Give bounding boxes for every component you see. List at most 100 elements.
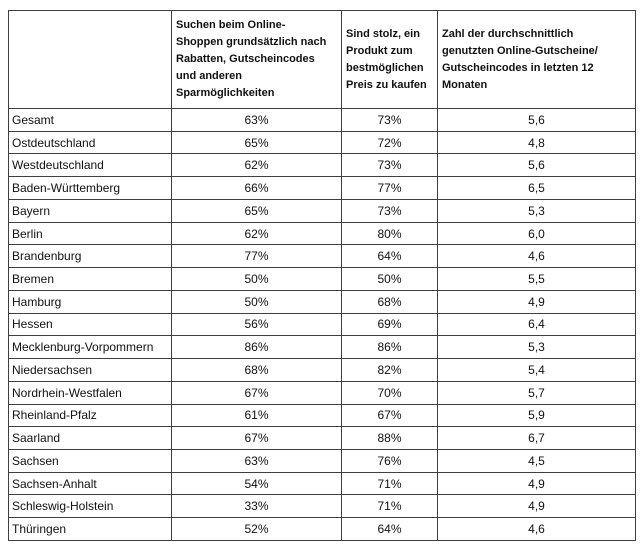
table-row: Bremen 50% 50% 5,5 <box>8 267 636 291</box>
proud-best-price-cell: 73% <box>341 108 438 132</box>
avg-coupons-cell: 4,6 <box>437 244 636 269</box>
table-row: Berlin 62% 80% 6,0 <box>8 221 636 246</box>
avg-coupons-cell: 6,4 <box>437 312 636 337</box>
avg-coupons-cell: 4,8 <box>437 130 636 155</box>
search-discounts-cell: 86% <box>171 335 342 360</box>
search-discounts-cell: 67% <box>171 380 342 405</box>
header-region <box>8 10 172 109</box>
search-discounts-cell: 77% <box>171 244 342 269</box>
proud-best-price-cell: 77% <box>341 176 438 200</box>
search-discounts-cell: 62% <box>171 153 342 178</box>
table-row: Sachsen-Anhalt 54% 71% 4,9 <box>8 471 636 496</box>
search-discounts-cell: 56% <box>171 312 342 337</box>
region-cell: Hamburg <box>8 289 172 314</box>
table-row: Nordrhein-Westfalen 67% 70% 5,7 <box>8 380 636 405</box>
table-row: Schleswig-Holstein 33% 71% 4,9 <box>8 494 636 519</box>
region-cell: Thüringen <box>8 517 172 541</box>
avg-coupons-cell: 4,5 <box>437 449 636 473</box>
avg-coupons-cell: 6,0 <box>437 221 636 246</box>
region-cell: Ostdeutschland <box>8 130 172 155</box>
proud-best-price-cell: 50% <box>341 267 438 291</box>
region-cell: Bremen <box>8 267 172 291</box>
proud-best-price-cell: 72% <box>341 130 438 155</box>
search-discounts-cell: 62% <box>171 221 342 246</box>
proud-best-price-cell: 69% <box>341 312 438 337</box>
header-proud-best-price: Sind stolz, ein Produkt zum bestmögliche… <box>341 10 438 109</box>
proud-best-price-cell: 82% <box>341 358 438 382</box>
region-cell: Mecklenburg-Vorpommern <box>8 335 172 360</box>
table-row: Saarland 67% 88% 6,7 <box>8 426 636 451</box>
region-cell: Baden-Württemberg <box>8 176 172 200</box>
statistics-table-container: Suchen beim Online- Shoppen grundsätzlic… <box>8 10 636 541</box>
search-discounts-cell: 67% <box>171 426 342 451</box>
region-cell: Saarland <box>8 426 172 451</box>
proud-best-price-cell: 64% <box>341 244 438 269</box>
header-search-discounts: Suchen beim Online- Shoppen grundsätzlic… <box>171 10 342 109</box>
proud-best-price-cell: 73% <box>341 153 438 178</box>
table-row: Hamburg 50% 68% 4,9 <box>8 289 636 314</box>
avg-coupons-cell: 5,3 <box>437 335 636 360</box>
search-discounts-cell: 50% <box>171 267 342 291</box>
table-row: Niedersachsen 68% 82% 5,4 <box>8 358 636 382</box>
table-row: Ostdeutschland 65% 72% 4,8 <box>8 130 636 155</box>
table-row: Bayern 65% 73% 5,3 <box>8 198 636 223</box>
region-cell: Bayern <box>8 198 172 223</box>
table-row: Gesamt 63% 73% 5,6 <box>8 108 636 132</box>
table-body: Gesamt 63% 73% 5,6 Ostdeutschland 65% 72… <box>8 108 636 541</box>
avg-coupons-cell: 5,9 <box>437 403 636 428</box>
table-row: Thüringen 52% 64% 4,6 <box>8 517 636 541</box>
avg-coupons-cell: 4,9 <box>437 494 636 519</box>
search-discounts-cell: 52% <box>171 517 342 541</box>
proud-best-price-cell: 88% <box>341 426 438 451</box>
avg-coupons-cell: 6,5 <box>437 176 636 200</box>
proud-best-price-cell: 67% <box>341 403 438 428</box>
avg-coupons-cell: 6,7 <box>437 426 636 451</box>
region-cell: Schleswig-Holstein <box>8 494 172 519</box>
header-avg-coupons-used: Zahl der durchschnittlich genutzten Onli… <box>437 10 636 109</box>
avg-coupons-cell: 5,5 <box>437 267 636 291</box>
table-header: Suchen beim Online- Shoppen grundsätzlic… <box>8 10 636 109</box>
search-discounts-cell: 65% <box>171 198 342 223</box>
region-cell: Niedersachsen <box>8 358 172 382</box>
avg-coupons-cell: 5,4 <box>437 358 636 382</box>
search-discounts-cell: 33% <box>171 494 342 519</box>
table-row: Hessen 56% 69% 6,4 <box>8 312 636 337</box>
avg-coupons-cell: 5,7 <box>437 380 636 405</box>
table-row: Rheinland-Pfalz 61% 67% 5,9 <box>8 403 636 428</box>
avg-coupons-cell: 4,9 <box>437 289 636 314</box>
avg-coupons-cell: 5,6 <box>437 108 636 132</box>
proud-best-price-cell: 71% <box>341 471 438 496</box>
search-discounts-cell: 54% <box>171 471 342 496</box>
region-cell: Hessen <box>8 312 172 337</box>
header-row: Suchen beim Online- Shoppen grundsätzlic… <box>8 10 636 109</box>
proud-best-price-cell: 76% <box>341 449 438 473</box>
proud-best-price-cell: 71% <box>341 494 438 519</box>
search-discounts-cell: 50% <box>171 289 342 314</box>
search-discounts-cell: 61% <box>171 403 342 428</box>
avg-coupons-cell: 5,3 <box>437 198 636 223</box>
table-row: Brandenburg 77% 64% 4,6 <box>8 244 636 269</box>
table-row: Westdeutschland 62% 73% 5,6 <box>8 153 636 178</box>
search-discounts-cell: 65% <box>171 130 342 155</box>
search-discounts-cell: 68% <box>171 358 342 382</box>
table-row: Mecklenburg-Vorpommern 86% 86% 5,3 <box>8 335 636 360</box>
region-cell: Gesamt <box>8 108 172 132</box>
region-cell: Nordrhein-Westfalen <box>8 380 172 405</box>
avg-coupons-cell: 4,9 <box>437 471 636 496</box>
proud-best-price-cell: 70% <box>341 380 438 405</box>
proud-best-price-cell: 68% <box>341 289 438 314</box>
coupon-statistics-table: Suchen beim Online- Shoppen grundsätzlic… <box>8 10 636 541</box>
region-cell: Westdeutschland <box>8 153 172 178</box>
avg-coupons-cell: 5,6 <box>437 153 636 178</box>
table-row: Baden-Württemberg 66% 77% 6,5 <box>8 176 636 200</box>
region-cell: Brandenburg <box>8 244 172 269</box>
avg-coupons-cell: 4,6 <box>437 517 636 541</box>
search-discounts-cell: 63% <box>171 108 342 132</box>
region-cell: Berlin <box>8 221 172 246</box>
region-cell: Rheinland-Pfalz <box>8 403 172 428</box>
region-cell: Sachsen <box>8 449 172 473</box>
proud-best-price-cell: 64% <box>341 517 438 541</box>
search-discounts-cell: 66% <box>171 176 342 200</box>
table-row: Sachsen 63% 76% 4,5 <box>8 449 636 473</box>
search-discounts-cell: 63% <box>171 449 342 473</box>
